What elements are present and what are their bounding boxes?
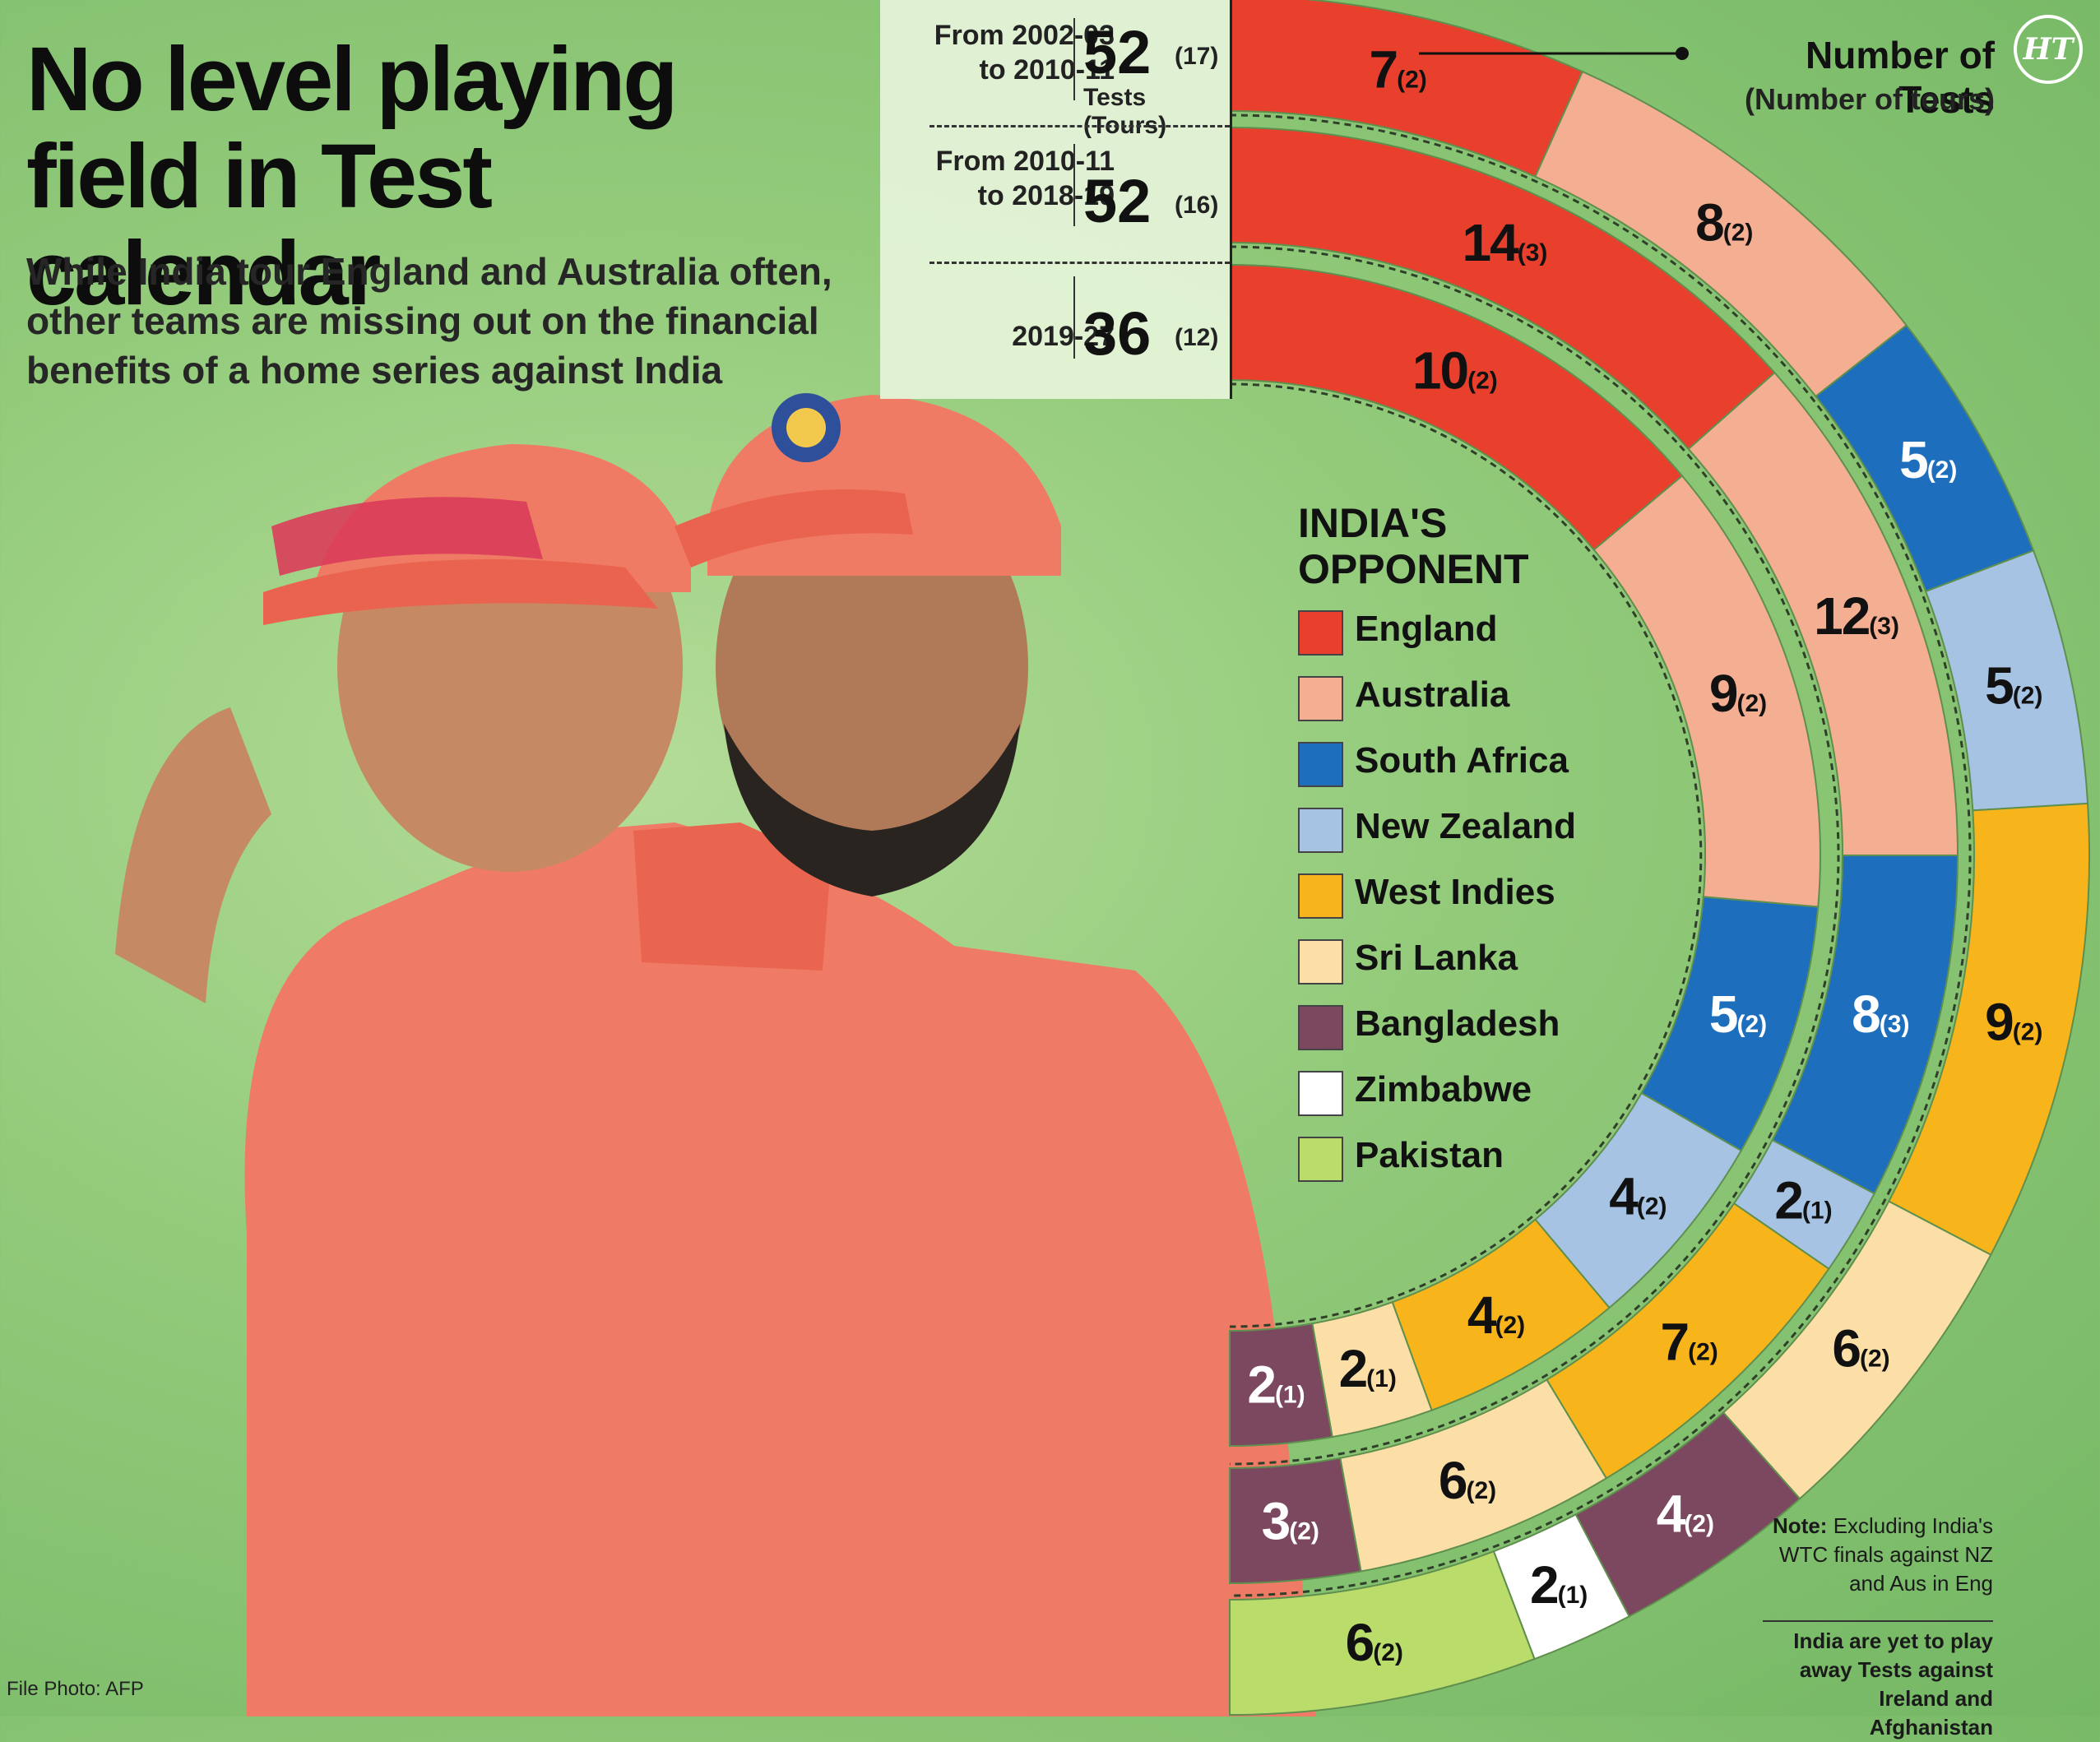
legend-swatch	[1298, 610, 1343, 656]
segment-label: 4(2)	[1467, 1286, 1525, 1345]
key-subtitle: (Number of tours)	[1745, 82, 1995, 116]
headline: No level playing field in Test calendar	[26, 29, 678, 324]
period-divider	[1073, 276, 1075, 359]
key-leader-line	[1419, 47, 1689, 60]
ring-segment	[1229, 1457, 1362, 1585]
legend-swatch	[1298, 1005, 1343, 1050]
key-title: Number of Tests	[1806, 34, 1995, 121]
legend-swatch	[1298, 1137, 1343, 1182]
segment-label: 4(2)	[1657, 1484, 1714, 1543]
legend-swatch	[1298, 1071, 1343, 1116]
legend-label: New Zealand	[1355, 806, 1576, 846]
segment-label: 9(2)	[1709, 664, 1767, 723]
period-divider	[1073, 144, 1075, 226]
period-total-tours: (12)	[1175, 324, 1219, 351]
legend-item: Australia	[1296, 668, 1594, 734]
period-unit-label: Tests (Tours)	[1083, 84, 1167, 139]
legend-item: Zimbabwe	[1296, 1063, 1594, 1128]
legend-swatch	[1298, 873, 1343, 919]
segment-label: 5(2)	[1899, 430, 1957, 489]
subheadline: While India tour England and Australia o…	[26, 250, 832, 391]
legend-swatch	[1298, 939, 1343, 985]
legend-swatch	[1298, 676, 1343, 721]
period-total-tests: 36	[1083, 299, 1152, 368]
period-range: From 2002-03 to 2010-11	[934, 20, 1115, 86]
legend-item: Bangladesh	[1296, 997, 1594, 1063]
legend-label: Bangladesh	[1355, 1003, 1560, 1044]
period-separator-line	[929, 125, 1230, 127]
segment-label: 5(2)	[1709, 985, 1767, 1044]
segment-label: 9(2)	[1985, 993, 2042, 1052]
ring-guide	[1229, 114, 1972, 1597]
segment-label: 4(2)	[1609, 1167, 1667, 1226]
segment-label: 10(2)	[1412, 341, 1498, 401]
segment-label: 2(1)	[1339, 1339, 1397, 1398]
period-summary-panel: From 2002-03 to 2010-11 52 (17) Tests (T…	[880, 0, 1232, 399]
segment-label: 2(1)	[1774, 1171, 1832, 1230]
legend-label: Australia	[1355, 674, 1510, 715]
period-range: 2019-27	[1012, 321, 1115, 352]
footnote: Note: Excluding India's WTC finals again…	[1763, 1512, 1993, 1598]
legend-item: South Africa	[1296, 734, 1594, 799]
donut-rings: 7(2) 8(2) 5(2) 5(2) 9(2) 6(2) 4(2) 2(1) 6(2) 14(3…	[1229, 0, 2090, 1717]
period-total-tests: 52	[1083, 18, 1152, 86]
legend-item: New Zealand	[1296, 799, 1594, 865]
segment-label: 5(2)	[1985, 656, 2042, 715]
footnote-secondary: India are yet to play away Tests against…	[1763, 1620, 1993, 1742]
photo-credit: File Photo: AFP	[7, 1678, 144, 1700]
ht-logo: HT	[2014, 15, 2083, 84]
legend-item: England	[1296, 602, 1594, 668]
segment-label: 2(1)	[1530, 1555, 1588, 1615]
legend-label: Sri Lanka	[1355, 938, 1518, 978]
footnote-label: Note:	[1773, 1513, 1828, 1538]
legend-label: Zimbabwe	[1355, 1069, 1532, 1110]
segment-label: 3(2)	[1262, 1492, 1319, 1551]
segment-label: 6(2)	[1439, 1451, 1496, 1510]
segment-label: 8(2)	[1695, 192, 1753, 252]
segment-label: 2(1)	[1247, 1355, 1305, 1415]
legend-swatch	[1298, 808, 1343, 853]
period-total-tours: (17)	[1175, 43, 1219, 70]
segment-label: 6(2)	[1346, 1613, 1403, 1672]
legend: INDIA'S OPPONENT England Australia South A…	[1296, 500, 1594, 1194]
legend-label: South Africa	[1355, 740, 1569, 781]
footnote-text: Excluding India's WTC finals against NZ …	[1778, 1513, 1993, 1596]
ring-segment	[1229, 1550, 1536, 1717]
period-separator-line	[929, 262, 1230, 264]
period-total-tests: 52	[1083, 167, 1152, 235]
period-total-tours: (16)	[1175, 192, 1219, 219]
period-range: From 2010-11 to 2018-19	[935, 146, 1115, 211]
segment-label: 12(3)	[1814, 586, 1899, 646]
legend-title: INDIA'S OPPONENT	[1298, 500, 1529, 592]
segment-label: 6(2)	[1832, 1318, 1889, 1378]
legend-item: Sri Lanka	[1296, 931, 1594, 997]
ring-guide	[1229, 382, 1703, 1328]
segment-label: 7(2)	[1370, 40, 1427, 100]
legend-label: West Indies	[1355, 872, 1555, 912]
segment-label: 14(3)	[1463, 213, 1548, 272]
legend-label: England	[1355, 609, 1498, 649]
segment-label: 8(3)	[1852, 985, 1909, 1044]
ring-guide	[1229, 245, 1840, 1466]
legend-label: Pakistan	[1355, 1135, 1504, 1175]
legend-item: Pakistan	[1296, 1128, 1594, 1194]
legend-item: West Indies	[1296, 865, 1594, 931]
legend-swatch	[1298, 742, 1343, 787]
segment-label: 7(2)	[1660, 1312, 1718, 1371]
period-divider	[1073, 18, 1075, 100]
ring-segment	[1229, 1323, 1333, 1448]
players-photo	[115, 393, 1316, 1717]
